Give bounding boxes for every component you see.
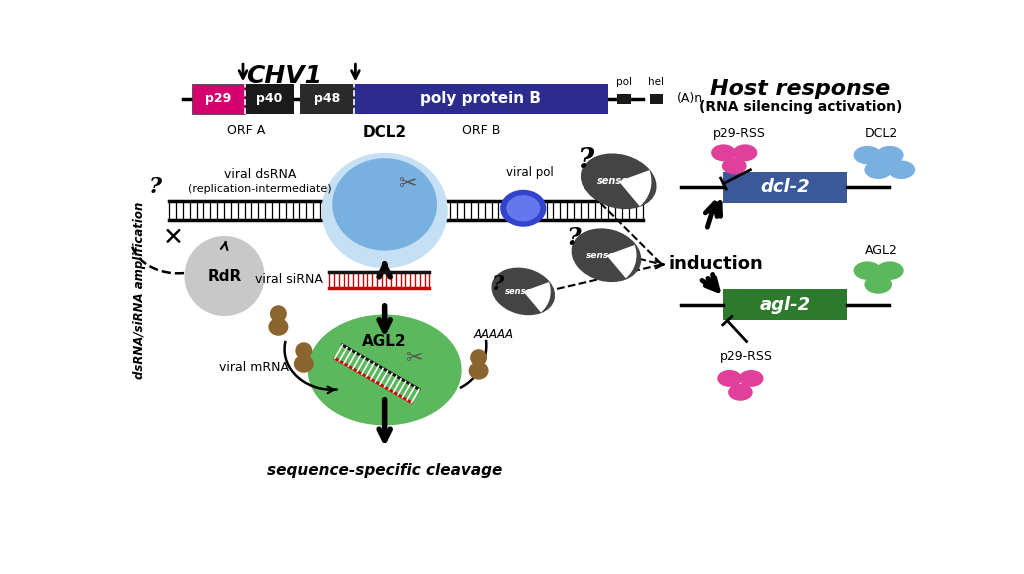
Text: viral dsRNA: viral dsRNA: [223, 168, 296, 181]
Ellipse shape: [733, 144, 758, 161]
Text: CHV1: CHV1: [247, 64, 323, 88]
Text: AAAAA: AAAAA: [474, 328, 514, 342]
Ellipse shape: [864, 161, 892, 179]
Text: sequence-specific cleavage: sequence-specific cleavage: [267, 463, 503, 478]
Text: p48: p48: [313, 92, 340, 106]
Text: ✕: ✕: [163, 226, 183, 250]
Text: ✂: ✂: [406, 348, 423, 369]
Text: p29-RSS: p29-RSS: [713, 127, 765, 140]
Text: p29: p29: [205, 92, 231, 106]
Ellipse shape: [322, 153, 447, 268]
Wedge shape: [606, 245, 637, 278]
Text: ?: ?: [566, 226, 581, 250]
Text: (A)n: (A)n: [677, 92, 703, 106]
Text: p29-RSS: p29-RSS: [720, 350, 773, 363]
Text: hel: hel: [648, 77, 665, 87]
Ellipse shape: [571, 228, 641, 282]
Ellipse shape: [581, 153, 656, 209]
Text: poly protein B: poly protein B: [421, 91, 542, 106]
Bar: [724, 172, 847, 203]
Text: RdR: RdR: [208, 269, 242, 284]
Ellipse shape: [307, 315, 462, 425]
Ellipse shape: [739, 370, 764, 387]
Text: ?: ?: [148, 176, 162, 199]
Text: viral pol: viral pol: [506, 166, 553, 179]
Text: sensor: sensor: [505, 287, 536, 296]
Text: dsRNA/siRNA amplification: dsRNA/siRNA amplification: [133, 201, 146, 379]
Wedge shape: [618, 170, 651, 207]
Text: viral siRNA: viral siRNA: [255, 273, 323, 286]
Ellipse shape: [333, 158, 437, 251]
Text: DCL2: DCL2: [362, 125, 407, 139]
Text: sensor: sensor: [597, 176, 634, 187]
Ellipse shape: [717, 370, 742, 387]
Text: (RNA silencing activation): (RNA silencing activation): [698, 100, 902, 114]
Bar: [300, 84, 354, 114]
Text: ORF A: ORF A: [227, 125, 265, 137]
Text: AGL2: AGL2: [362, 333, 407, 349]
Ellipse shape: [295, 342, 312, 359]
Ellipse shape: [876, 261, 903, 280]
Ellipse shape: [500, 190, 547, 227]
Text: viral mRNA: viral mRNA: [219, 360, 289, 374]
Bar: [193, 84, 245, 114]
Ellipse shape: [728, 384, 753, 401]
Bar: [724, 289, 847, 320]
Ellipse shape: [184, 236, 264, 316]
Text: p40: p40: [256, 92, 283, 106]
Ellipse shape: [854, 146, 882, 164]
Text: ?: ?: [577, 147, 593, 174]
Bar: [649, 94, 664, 104]
Text: induction: induction: [668, 255, 763, 273]
Text: ORF B: ORF B: [462, 125, 500, 137]
Ellipse shape: [864, 276, 892, 294]
Text: AGL2: AGL2: [865, 244, 898, 257]
Text: ?: ?: [492, 274, 504, 294]
Bar: [617, 94, 631, 104]
Ellipse shape: [268, 318, 289, 336]
Text: agl-2: agl-2: [760, 296, 811, 313]
Text: dcl-2: dcl-2: [760, 179, 810, 196]
Bar: [354, 84, 608, 114]
Ellipse shape: [294, 355, 313, 373]
Ellipse shape: [492, 267, 555, 315]
Wedge shape: [523, 282, 551, 312]
Ellipse shape: [854, 261, 882, 280]
Text: (replication-intermediate): (replication-intermediate): [188, 184, 332, 193]
Ellipse shape: [270, 305, 287, 322]
Ellipse shape: [470, 349, 487, 366]
Ellipse shape: [876, 146, 903, 164]
Bar: [245, 84, 294, 114]
Text: ✂: ✂: [398, 173, 417, 193]
Text: DCL2: DCL2: [864, 127, 898, 140]
Text: sensor: sensor: [587, 251, 621, 259]
Ellipse shape: [506, 195, 541, 222]
Ellipse shape: [722, 157, 746, 174]
Text: Host response: Host response: [711, 79, 891, 99]
Text: pol: pol: [616, 77, 632, 87]
Ellipse shape: [888, 161, 915, 179]
Ellipse shape: [469, 362, 488, 379]
Ellipse shape: [711, 144, 736, 161]
